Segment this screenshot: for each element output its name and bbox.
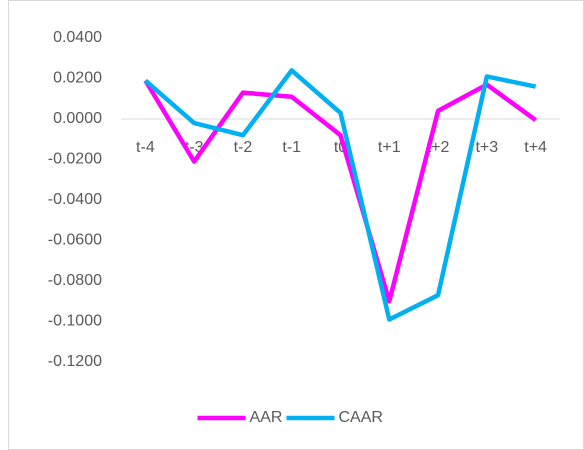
line-series — [143, 79, 537, 304]
y-tick-label: -0.0600 — [48, 232, 102, 249]
y-tick-label: -0.1000 — [48, 313, 102, 330]
x-tick-label: t+4 — [524, 139, 547, 156]
x-tick-label: t+2 — [427, 139, 450, 156]
y-tick-label: 0.0400 — [53, 29, 102, 46]
x-tick-label: t+3 — [475, 139, 498, 156]
x-tick-label: t+1 — [378, 139, 401, 156]
line-series — [143, 68, 537, 322]
y-tick-label: -0.1200 — [48, 353, 102, 370]
x-tick-label: t-2 — [234, 139, 253, 156]
y-tick-label: 0.0200 — [53, 70, 102, 87]
x-tick-label: t-4 — [136, 139, 155, 156]
chart-border — [8, 0, 584, 450]
legend-label: CAAR — [339, 409, 383, 426]
x-tick-label: t-1 — [282, 139, 301, 156]
y-tick-label: 0.0000 — [53, 110, 102, 127]
y-tick-label: -0.0800 — [48, 272, 102, 289]
y-tick-label: -0.0400 — [48, 191, 102, 208]
legend-label: AAR — [250, 409, 283, 426]
y-tick-label: -0.0200 — [48, 151, 102, 168]
